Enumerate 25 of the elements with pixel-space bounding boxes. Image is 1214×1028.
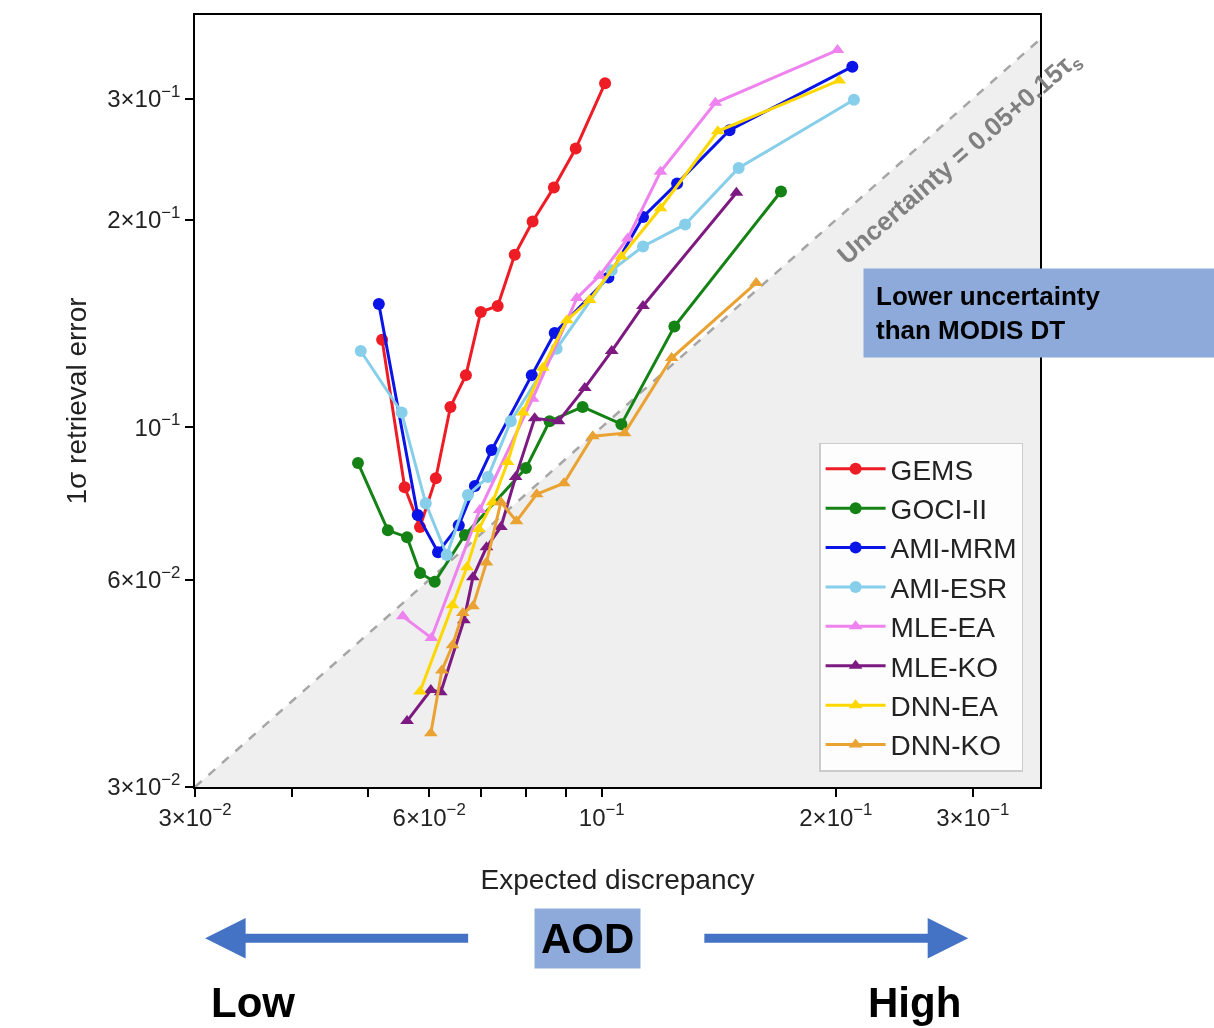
x-tick-label: 3×10$^{−2}$ — [158, 800, 232, 831]
y-tick-label: 3×10$^{−2}$ — [107, 770, 181, 801]
legend-label: AMI-MRM — [890, 533, 1017, 565]
x-tick-label: 2×10$^{−1}$ — [799, 800, 873, 831]
text: AOD — [541, 915, 635, 962]
note-box: Lower uncertainty than MODIS DT — [863, 268, 1214, 358]
x-tick-label: 6×10$^{−2}$ — [392, 800, 466, 831]
x-tick-label: 10$^{−1}$ — [578, 800, 625, 831]
y-tick-label: 10$^{−1}$ — [134, 410, 181, 441]
legend-label: MLE-EA — [890, 612, 996, 644]
legend-label: MLE-KO — [890, 651, 998, 683]
annotation: Lower uncertainty than MODIS DT — [876, 281, 1101, 345]
legend-label: GEMS — [890, 454, 974, 486]
y-tick-label: 3×10$^{−1}$ — [107, 82, 181, 113]
y-tick-label: 2×10$^{−1}$ — [107, 203, 181, 234]
x-axis-title: Expected discrepancy — [480, 864, 755, 896]
text: Low — [211, 979, 296, 1026]
y-axis-title: 1σ retrieval error — [61, 297, 93, 505]
legend-label: DNN-EA — [890, 691, 999, 723]
legend-label: DNN-KO — [890, 730, 1002, 762]
legend-label: GOCI-II — [890, 494, 988, 526]
text: High — [868, 979, 962, 1026]
x-tick-label: 3×10$^{−1}$ — [936, 800, 1010, 831]
y-tick-label: 6×10$^{−2}$ — [107, 563, 181, 594]
legend-label: AMI-ESR — [890, 572, 1008, 604]
